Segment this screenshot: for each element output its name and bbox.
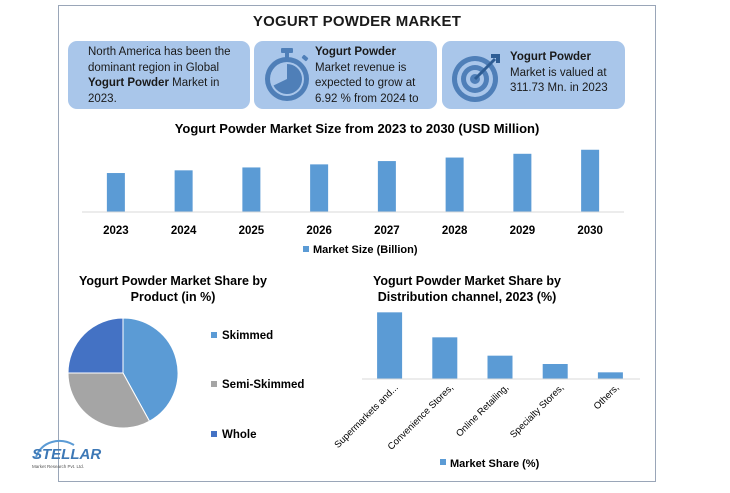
distribution-chart-title-line2: Distribution channel, 2023 (%): [378, 290, 557, 304]
card-text-line: expected to grow at: [315, 77, 416, 89]
logo-name: STELLAR: [32, 446, 101, 463]
info-card-value: Yogurt Powder Market is valued at 311.73…: [442, 41, 625, 109]
pie-slice: [122, 317, 179, 422]
distribution-bar: [377, 312, 403, 379]
info-card-region: North America has been the dominant regi…: [68, 41, 250, 109]
market-size-bar: [242, 167, 261, 212]
page-title: YOGURT POWDER MARKET: [252, 13, 462, 30]
distribution-bars: [377, 312, 623, 379]
pie-legend-label: Skimmed: [222, 330, 273, 342]
legend-swatch: [440, 459, 446, 465]
info-card-growth: Yogurt Powder Market revenue is expected…: [254, 41, 437, 109]
card-text-line: 311.73 Mn. in 2023: [510, 82, 608, 94]
market-size-tick-labels: 2023 2024 2025 2026 2027 2028 2029 2030: [103, 225, 603, 237]
market-size-tick-label: 2026: [306, 225, 332, 237]
market-size-bar: [310, 164, 329, 212]
market-size-tick-label: 2029: [510, 225, 536, 237]
market-size-tick-label: 2025: [239, 225, 265, 237]
card-text-line: Market is valued at: [510, 66, 607, 79]
logo-sub: Market Research Pvt. Ltd.: [32, 464, 84, 469]
card-bold-text: Yogurt Powder: [88, 77, 169, 89]
market-size-bar: [581, 149, 600, 212]
market-size-tick-label: 2030: [577, 225, 603, 237]
pie-slice: [67, 317, 124, 374]
pie-legend-swatch: [211, 431, 217, 437]
pie-legend-swatch: [211, 332, 217, 338]
product-legend: Skimmed Semi-Skimmed Whole: [211, 330, 304, 441]
distribution-bar: [597, 372, 623, 379]
market-size-tick-label: 2024: [171, 225, 197, 237]
pie-legend-label: Whole: [222, 429, 257, 441]
market-size-bars: [106, 149, 600, 212]
product-chart-title-line2: Product (in %): [131, 290, 216, 304]
market-size-tick-label: 2028: [442, 225, 468, 237]
legend-swatch: [303, 246, 309, 252]
pie-legend-swatch: [211, 381, 217, 387]
distribution-legend-label: Market Share (%): [450, 458, 540, 470]
market-size-bar: [106, 173, 125, 212]
stopwatch-icon: [265, 48, 309, 101]
distribution-chart-title-line1: Yogurt Powder Market Share by: [373, 274, 561, 288]
card-text-line: 6.92 % from 2024 to: [315, 92, 419, 105]
card-text-line: 2023.: [88, 92, 117, 105]
card-text-line: dominant region in Global: [88, 61, 220, 74]
card-text-line: North America has been the: [88, 46, 231, 58]
distribution-tick-label: Others,: [592, 382, 622, 412]
target-icon: [452, 54, 500, 102]
market-size-chart-title: Yogurt Powder Market Size from 2023 to 2…: [175, 121, 540, 136]
distribution-tick-labels: Supermarkets and...Convenience Stores,On…: [332, 382, 621, 452]
market-size-bar: [513, 153, 532, 212]
market-size-tick-label: 2023: [103, 225, 129, 237]
distribution-tick-label: Specialty Stores,: [508, 382, 566, 440]
card-title: Yogurt Powder: [510, 51, 591, 63]
product-pie: [67, 317, 179, 429]
pie-slice: [67, 372, 151, 429]
distribution-bar: [487, 355, 513, 379]
product-chart-title-line1: Yogurt Powder Market Share by: [79, 274, 267, 288]
market-size-bar: [377, 161, 396, 212]
distribution-tick-label: Online Retailing,: [454, 382, 511, 439]
stellar-logo: STELLAR Market Research Pvt. Ltd.: [32, 440, 101, 469]
card-text-line: Yogurt Powder Market in: [88, 76, 240, 92]
card-text-line: Market revenue is: [315, 61, 407, 74]
distribution-bar: [432, 337, 458, 379]
card-title: Yogurt Powder: [315, 46, 396, 58]
distribution-bar: [542, 364, 568, 379]
market-size-tick-label: 2027: [374, 225, 400, 237]
card-text-rest: Market in: [168, 77, 220, 89]
market-size-legend-label: Market Size (Billion): [313, 244, 418, 256]
infographic-frame: [58, 5, 656, 482]
pie-legend-label: Semi-Skimmed: [222, 379, 304, 391]
market-size-bar: [445, 157, 464, 212]
market-size-bar: [174, 170, 193, 212]
